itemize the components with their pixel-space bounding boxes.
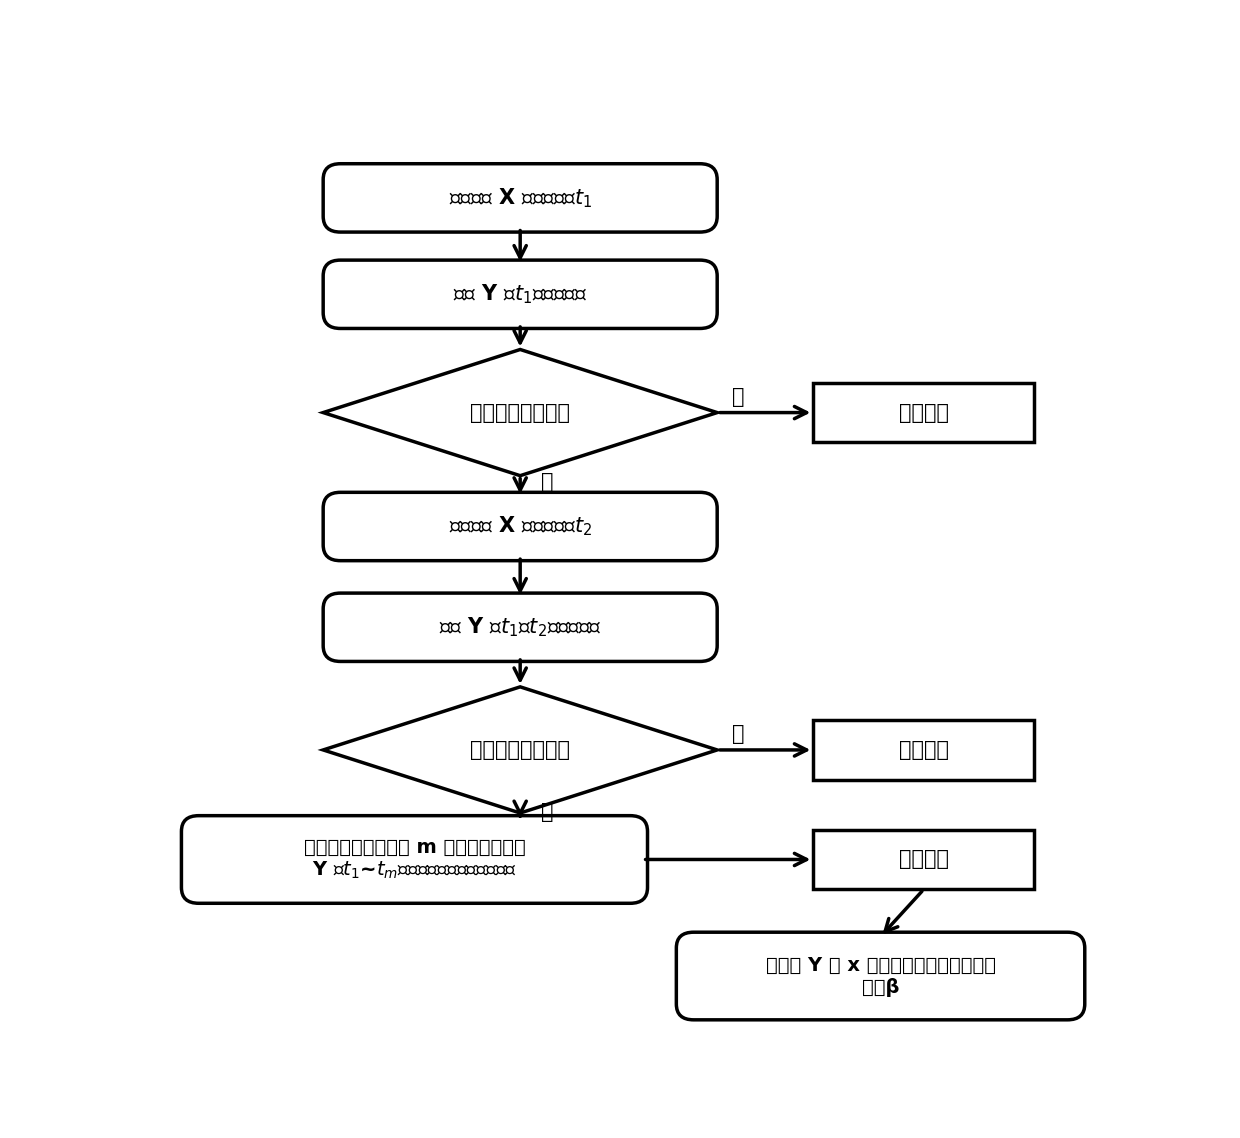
- FancyBboxPatch shape: [676, 932, 1085, 1020]
- Bar: [813, 720, 1034, 780]
- FancyBboxPatch shape: [324, 593, 717, 661]
- Text: 停止计算: 停止计算: [899, 740, 949, 760]
- Polygon shape: [324, 687, 717, 813]
- Text: 从自变量 X 中提取成分$t_1$: 从自变量 X 中提取成分$t_1$: [449, 187, 591, 209]
- Bar: [813, 830, 1034, 889]
- Text: 转换成 Y 对 x 的回归方程，并求出回归
系数β: 转换成 Y 对 x 的回归方程，并求出回归 系数β: [765, 956, 996, 997]
- Text: 是: 是: [732, 387, 744, 406]
- Text: 否: 否: [542, 802, 554, 822]
- Text: 否: 否: [542, 472, 554, 492]
- Text: 实施 Y 对$t_1$的回归分析: 实施 Y 对$t_1$的回归分析: [453, 282, 588, 306]
- Text: 从自变量 X 中提取成分$t_2$: 从自变量 X 中提取成分$t_2$: [449, 514, 591, 538]
- FancyBboxPatch shape: [324, 164, 717, 232]
- Text: 停止计算: 停止计算: [899, 403, 949, 422]
- Polygon shape: [324, 349, 717, 476]
- Bar: [813, 382, 1034, 443]
- Text: 精度是否满足要求: 精度是否满足要求: [470, 403, 570, 422]
- Text: 精度是否满足要求: 精度是否满足要求: [470, 740, 570, 760]
- FancyBboxPatch shape: [324, 493, 717, 561]
- FancyBboxPatch shape: [324, 261, 717, 329]
- Text: 是: 是: [732, 724, 744, 744]
- Text: 实施 Y 对$t_1$、$t_2$的回归分析: 实施 Y 对$t_1$、$t_2$的回归分析: [439, 616, 601, 640]
- FancyBboxPatch shape: [181, 816, 647, 904]
- Text: 如此循环，假设得到 m 个成分，并实施
Y 对$t_1$~$t_m$的回归分析后满足精度要求: 如此循环，假设得到 m 个成分，并实施 Y 对$t_1$~$t_m$的回归分析后…: [304, 838, 526, 881]
- Text: 停止计算: 停止计算: [899, 849, 949, 869]
